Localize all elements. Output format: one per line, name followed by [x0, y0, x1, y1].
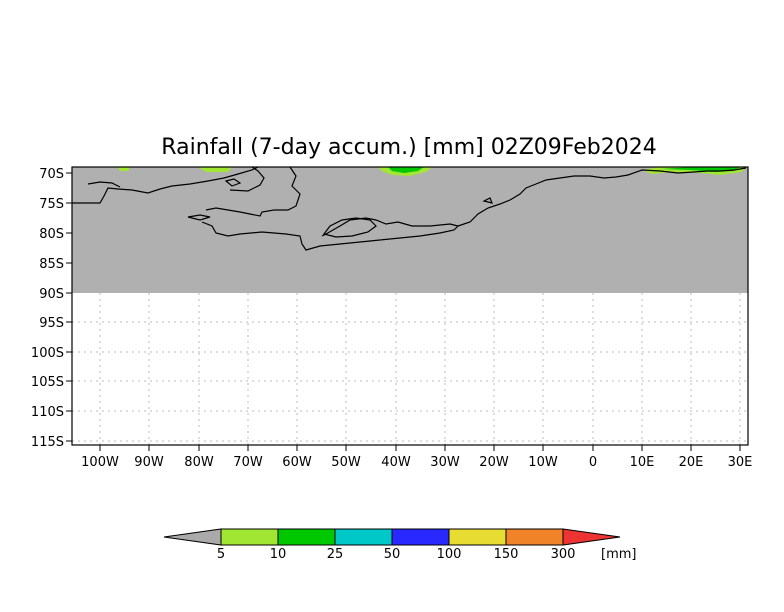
lon-label: 100W: [81, 455, 119, 470]
colorbar-level-label: 300: [551, 547, 576, 562]
colorbar-swatch: [220, 528, 279, 546]
lat-label: 70S: [39, 167, 64, 182]
lat-label: 110S: [31, 405, 64, 420]
map-title: Rainfall (7-day accum.) [mm] 02Z09Feb202…: [161, 135, 656, 160]
coastline-berkner-island: [322, 217, 377, 238]
lon-label: 60W: [282, 455, 312, 470]
lon-label: 30W: [430, 455, 460, 470]
colorbar-swatch: [277, 528, 336, 546]
coastline-islands-ross: [187, 214, 211, 221]
colorbar-under-triangle: [163, 528, 222, 546]
colorbar-level-label: 10: [270, 547, 287, 562]
graticule: [72, 293, 748, 445]
lat-label: 95S: [39, 316, 64, 331]
lon-label: 90W: [134, 455, 164, 470]
colorbar-level-label: 25: [327, 547, 344, 562]
lat-label: 90S: [39, 287, 64, 302]
colorbar-level-label: 100: [437, 547, 462, 562]
colorbar-level-label: 150: [494, 547, 519, 562]
map-frame: [71, 166, 749, 446]
lon-label: 50W: [331, 455, 361, 470]
lon-label: 20E: [679, 455, 704, 470]
lon-label: 70W: [233, 455, 263, 470]
lat-label: 80S: [39, 227, 64, 242]
rain-patch-west: [118, 167, 130, 171]
coastline-east-antarctica: [457, 167, 747, 227]
map-plot-area: [71, 166, 749, 446]
colorbar-swatch: [505, 528, 564, 546]
colorbar-swatch: [334, 528, 393, 546]
lat-label: 100S: [31, 346, 64, 361]
coastline-east-detail: [482, 197, 493, 204]
lon-label: 0: [589, 455, 597, 470]
lat-label: 75S: [39, 197, 64, 212]
coastline-peninsula: [229, 166, 265, 192]
lon-label: 10E: [630, 455, 655, 470]
colorbar-swatch: [448, 528, 507, 546]
antarctica-land: [72, 167, 748, 293]
colorbar-swatch: [391, 528, 450, 546]
lat-label: 85S: [39, 257, 64, 272]
lon-label: 80W: [184, 455, 214, 470]
coastline-peninsula-island: [224, 178, 242, 187]
coastline-ice-shelf-ronne: [205, 166, 301, 217]
lon-label: 30E: [728, 455, 753, 470]
longitude-axis: 100W 90W 80W 70W 60W 50W 40W 30W 20W 10W…: [81, 445, 752, 470]
colorbar-level-label: 5: [217, 547, 225, 562]
latitude-axis: 70S 75S 80S 85S 90S 95S 100S 105S 110S 1…: [31, 167, 72, 450]
lon-label: 20W: [479, 455, 509, 470]
rain-patch-peninsula: [198, 167, 232, 172]
colorbar: 5 10 25 50 100 150 300 [mm]: [163, 528, 636, 562]
lat-label: 105S: [31, 375, 64, 390]
rain-patch-weddell-inner: [388, 167, 424, 173]
coastline-west-antarctica: [72, 166, 259, 204]
lon-label: 10W: [528, 455, 558, 470]
colorbar-level-label: 50: [384, 547, 401, 562]
coastlines: [72, 166, 747, 251]
colorbar-over-triangle: [562, 528, 621, 546]
lat-label: 115S: [31, 435, 64, 450]
coastline-ice-shelf-south: [201, 217, 460, 251]
lon-label: 40W: [381, 455, 411, 470]
coastline-west-detail: [87, 181, 121, 188]
colorbar-units: [mm]: [601, 547, 636, 562]
